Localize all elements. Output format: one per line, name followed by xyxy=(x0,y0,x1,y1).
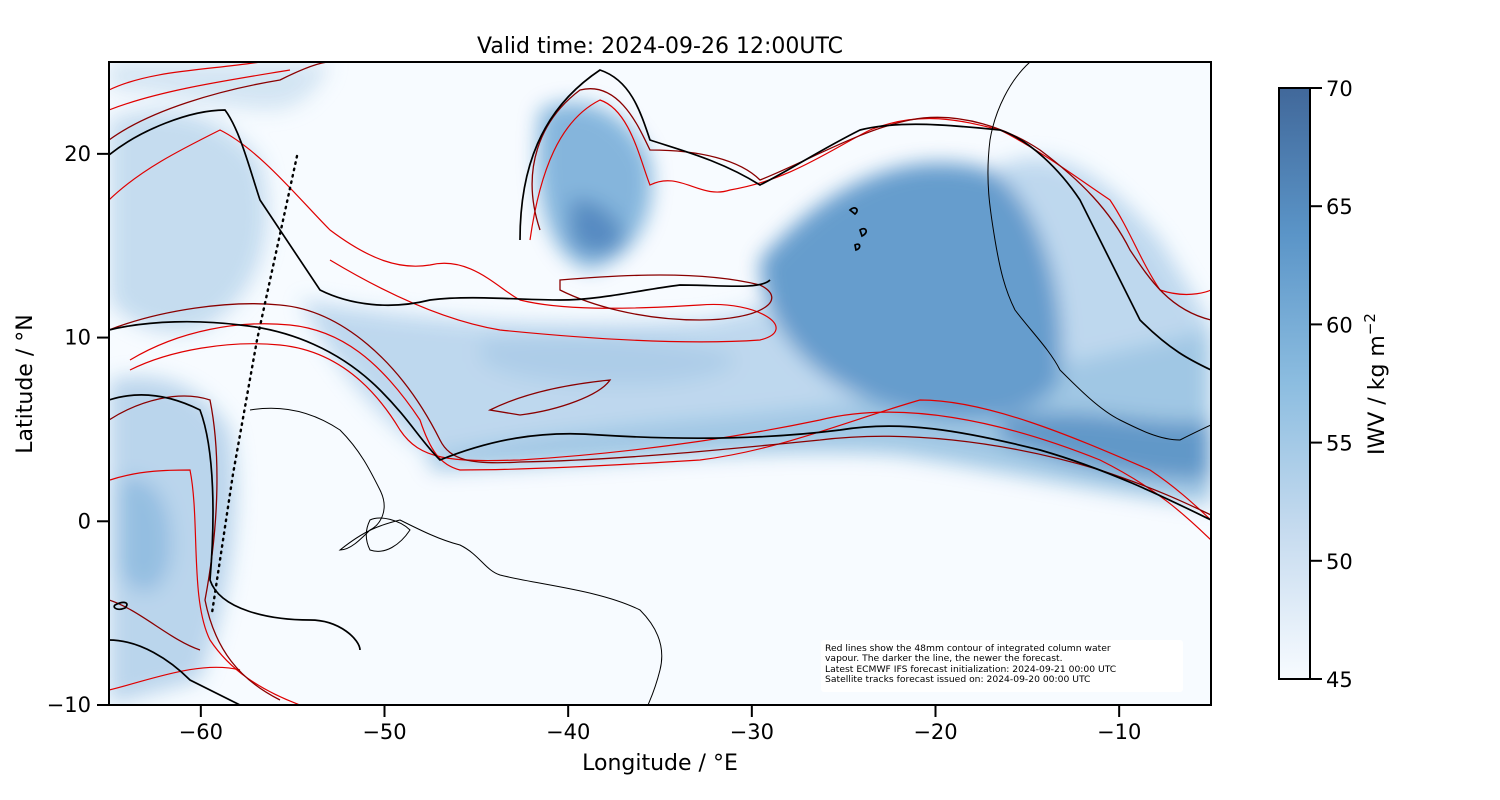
colorbar-label: IWV / kg m−2 xyxy=(1361,313,1390,455)
y-axis-label: Latitude / °N xyxy=(13,314,38,453)
note-line: Satellite tracks forecast issued on: 202… xyxy=(825,674,1091,686)
colorbar-axis: 45 50 55 60 65 70 xyxy=(1310,77,1353,692)
colorbar-tick-label: 55 xyxy=(1326,432,1353,456)
map-area xyxy=(109,62,1211,705)
colorbar-tick-label: 50 xyxy=(1326,550,1353,574)
contours-old xyxy=(109,62,1211,705)
x-tick-label: −20 xyxy=(913,720,957,744)
note-line: vapour. The darker the line, the newer t… xyxy=(825,653,1063,665)
y-tick-label: 10 xyxy=(64,326,91,350)
colorbar-tick-label: 70 xyxy=(1326,77,1353,101)
coastlines xyxy=(249,62,1211,705)
x-tick-label: −30 xyxy=(730,720,774,744)
y-tick-label: −10 xyxy=(47,693,91,717)
contours-mid xyxy=(109,62,1211,701)
x-tick-label: −40 xyxy=(546,720,590,744)
colorbar-tick-label: 60 xyxy=(1326,313,1353,337)
x-axis: −60 −50 −40 −30 −20 −10 xyxy=(179,705,1141,744)
y-axis: −10 0 10 20 xyxy=(47,142,109,717)
x-tick-label: −60 xyxy=(179,720,223,744)
colorbar-tick-label: 65 xyxy=(1326,195,1353,219)
note-line: Red lines show the 48mm contour of integ… xyxy=(825,643,1111,654)
y-tick-label: 20 xyxy=(64,142,91,166)
contours-new xyxy=(109,69,1211,705)
y-tick-label: 0 xyxy=(78,509,91,533)
info-note: Red lines show the 48mm contour of integ… xyxy=(821,640,1183,692)
note-line: Latest ECMWF IFS forecast initialization… xyxy=(825,663,1117,675)
map-frame xyxy=(108,61,1212,706)
colorbar-tick-label: 45 xyxy=(1326,668,1353,692)
colorbar xyxy=(1278,87,1311,680)
x-axis-label: Longitude / °E xyxy=(582,751,738,776)
x-tick-label: −50 xyxy=(362,720,406,744)
x-tick-label: −10 xyxy=(1097,720,1141,744)
chart-title: Valid time: 2024-09-26 12:00UTC xyxy=(477,34,843,59)
